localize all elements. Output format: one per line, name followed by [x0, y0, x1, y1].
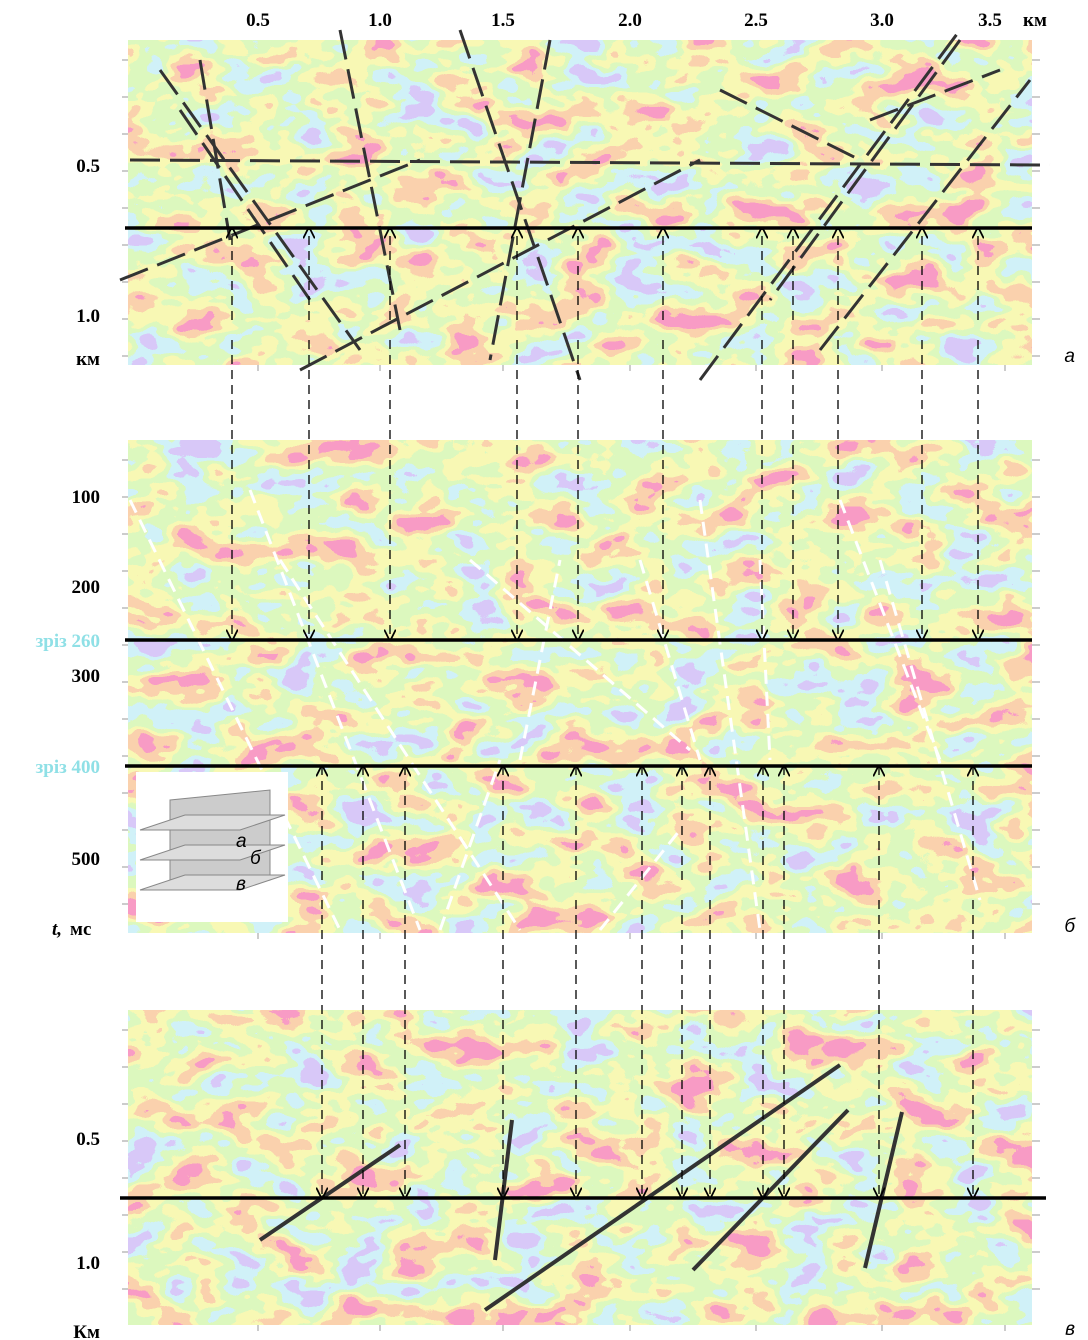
y-tick-label: 100: [72, 487, 101, 508]
y-tick-label: 0.5: [76, 156, 100, 177]
x-tick-label: 3.0: [870, 10, 894, 31]
panel-a-image: [128, 40, 1032, 365]
slice-label: зріз 400: [36, 757, 100, 778]
x-tick-label: 0.5: [246, 10, 270, 31]
panel-label: в: [1065, 1319, 1075, 1340]
inset-label: б: [250, 848, 262, 869]
slice-label: зріз 260: [36, 631, 100, 652]
inset: а б в: [136, 772, 288, 922]
x-unit: км: [1023, 10, 1047, 31]
x-tick-label: 3.5: [978, 10, 1002, 31]
inset-label: в: [236, 874, 246, 895]
x-tick-label: 2.0: [618, 10, 642, 31]
y-tick-label: 500: [72, 849, 101, 870]
y-tick-label: 0.5: [76, 1129, 100, 1150]
panel-label: б: [1064, 916, 1076, 937]
x-tick-label: 1.5: [491, 10, 515, 31]
x-tick-label: 1.0: [368, 10, 392, 31]
inset-label: а: [236, 831, 247, 852]
y-unit: мс: [70, 919, 91, 940]
y-tick-label: 1.0: [76, 306, 100, 327]
figure: 0.5 1.0 1.5 2.0 2.5 3.0 3.5 км 0.5 1.0 к…: [0, 0, 1088, 1340]
panel-c-image: [128, 1010, 1032, 1325]
y-unit: Км: [73, 1322, 100, 1340]
page: 0.5 1.0 1.5 2.0 2.5 3.0 3.5 км 0.5 1.0 к…: [0, 0, 1088, 1340]
panel-label: а: [1064, 346, 1075, 367]
y-tick-label: 300: [72, 666, 101, 687]
x-tick-label: 2.5: [744, 10, 768, 31]
y-unit-prefix: t,: [52, 919, 62, 940]
y-tick-label: 200: [72, 577, 101, 598]
y-unit: км: [76, 349, 100, 370]
y-tick-label: 1.0: [76, 1253, 100, 1274]
